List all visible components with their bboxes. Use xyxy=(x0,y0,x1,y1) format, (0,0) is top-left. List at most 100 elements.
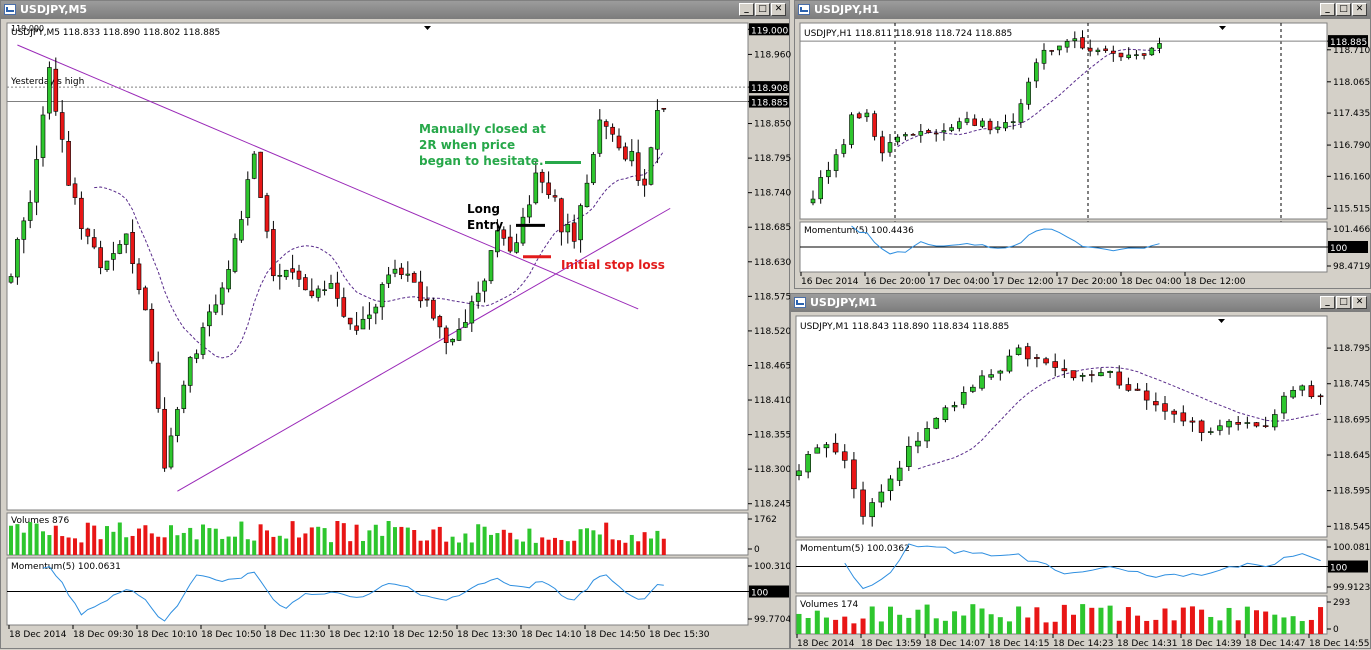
volume-bar xyxy=(814,610,820,634)
candle-body xyxy=(860,489,866,517)
volume-bar xyxy=(117,522,122,555)
candle-body xyxy=(72,183,78,198)
maximize-button[interactable]: □ xyxy=(1336,3,1351,16)
window-titlebar[interactable]: USDJPY,H1 _ □ ✕ xyxy=(795,1,1370,19)
candle-body xyxy=(856,113,862,119)
candle-body xyxy=(849,114,854,145)
candle-body xyxy=(175,409,180,436)
candle-body xyxy=(1015,347,1022,355)
chart-h1[interactable]: USDJPY,H1 118.811 118.918 118.724 118.88… xyxy=(795,1,1371,290)
close-button[interactable]: ✕ xyxy=(1352,296,1367,309)
volume-bar xyxy=(239,521,244,555)
candle-body xyxy=(1134,388,1141,391)
volume-bar xyxy=(888,606,893,634)
candle-body xyxy=(514,242,519,253)
candle-body xyxy=(373,306,379,314)
window-titlebar[interactable]: USDJPY,M1 _ □ ✕ xyxy=(791,294,1370,312)
volume-bar xyxy=(226,536,231,555)
candle-body xyxy=(933,132,939,135)
moving-average xyxy=(917,366,1321,470)
close-button[interactable]: ✕ xyxy=(1352,3,1367,16)
candle-body xyxy=(979,375,985,389)
momentum-label: Momentum(5) 100.4436 xyxy=(804,226,914,236)
candle-body xyxy=(1079,375,1086,377)
candle-body xyxy=(980,120,985,127)
candle-body xyxy=(1006,355,1013,372)
trendline-2 xyxy=(177,207,671,492)
price-axis-tick-label: 118.795 xyxy=(754,154,791,164)
volume-bar xyxy=(361,540,365,555)
volume-bar xyxy=(508,532,513,555)
candle-body xyxy=(1180,412,1187,422)
candle-body xyxy=(1125,384,1132,391)
price-axis-tick-label: 118.410 xyxy=(754,396,791,406)
candle-body xyxy=(1088,374,1095,376)
minimize-button[interactable]: _ xyxy=(1320,3,1335,16)
candle-body xyxy=(951,405,958,408)
window-titlebar[interactable]: USDJPY,M5 _ □ ✕ xyxy=(1,1,789,19)
candle-body xyxy=(1162,403,1168,412)
volume-bar xyxy=(303,533,308,555)
candle-body xyxy=(635,152,641,181)
window-usdjpy-m1[interactable]: USDJPY,M1 _ □ ✕ USDJPY,M1 118.843 118.89… xyxy=(790,293,1371,649)
candle-body xyxy=(833,154,839,171)
candle-body xyxy=(34,159,39,203)
window-usdjpy-h1[interactable]: USDJPY,H1 _ □ ✕ USDJPY,H1 118.811 118.91… xyxy=(794,0,1371,289)
close-button[interactable]: ✕ xyxy=(771,3,786,16)
window-usdjpy-m5[interactable]: USDJPY,M5 _ □ ✕ 119.000 USDJPY,M5 118.833… xyxy=(0,0,791,650)
price-axis-tick-label: 118.960 xyxy=(754,50,791,60)
candle-body xyxy=(1143,390,1150,401)
volume-bar xyxy=(66,537,71,555)
volume-bar xyxy=(393,527,397,555)
candle-body xyxy=(187,357,193,386)
time-axis-label: 18 Dec 2014 xyxy=(9,630,67,640)
candle-body xyxy=(21,220,27,240)
window-title: USDJPY,M5 xyxy=(20,3,88,16)
candle-body xyxy=(841,451,848,461)
candle-body xyxy=(1003,122,1008,129)
volume-bar xyxy=(1144,620,1150,634)
volume-bar xyxy=(1318,607,1324,634)
volume-bar xyxy=(444,541,449,555)
candle-body xyxy=(1149,47,1155,56)
maximize-button[interactable]: □ xyxy=(1336,296,1351,309)
price-axis-tick-label: 118.575 xyxy=(754,292,791,302)
candle-body xyxy=(475,292,481,302)
candle-body xyxy=(136,263,142,290)
chart-m1[interactable]: USDJPY,M1 118.843 118.890 118.834 118.88… xyxy=(791,294,1371,650)
candle-body xyxy=(226,269,231,290)
candle-body xyxy=(903,134,908,137)
candle-body xyxy=(1057,45,1062,51)
volume-bar xyxy=(373,524,378,555)
momentum-axis-price-badge xyxy=(1328,560,1368,573)
volume-bar xyxy=(489,534,493,555)
momentum-line xyxy=(844,543,1321,590)
volume-bar xyxy=(181,532,186,555)
volume-bar xyxy=(175,535,180,555)
price-axis-price-badge xyxy=(749,95,789,108)
volume-bar xyxy=(1016,606,1022,634)
candle-body xyxy=(1262,425,1269,427)
candle-body xyxy=(926,130,931,133)
candle-body xyxy=(970,386,976,392)
candle-body xyxy=(924,428,930,442)
volume-bar xyxy=(942,620,948,634)
candle-body xyxy=(841,144,847,154)
minimize-button[interactable]: _ xyxy=(1320,296,1335,309)
volume-bar xyxy=(457,542,461,555)
time-axis-label: 18 Dec 04:00 xyxy=(1121,277,1182,287)
maximize-button[interactable]: □ xyxy=(755,3,770,16)
price-axis-tick-label: 115.515 xyxy=(1333,204,1370,214)
volume-bar xyxy=(1089,607,1095,634)
volume-bar xyxy=(169,525,173,555)
volume-label: Volumes 174 xyxy=(800,600,858,610)
volume-bar xyxy=(21,532,26,555)
volume-bar xyxy=(869,606,875,634)
candle-body xyxy=(796,470,802,476)
time-axis-label: 18 Dec 14:07 xyxy=(925,639,986,649)
candle-body xyxy=(603,121,609,127)
volume-bar xyxy=(1299,621,1305,634)
minimize-button[interactable]: _ xyxy=(739,3,754,16)
candle-body xyxy=(578,205,583,241)
